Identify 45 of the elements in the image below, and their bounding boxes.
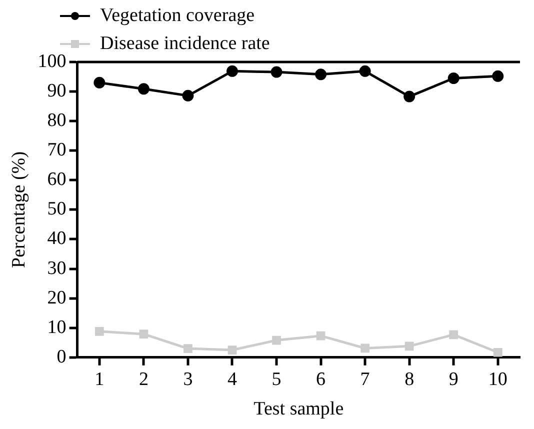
point [404, 90, 416, 102]
x-tick-label: 6 [316, 368, 326, 390]
legend-label: Disease incidence rate [100, 32, 270, 56]
x-axis-title: Test sample [254, 398, 344, 420]
x-tick-label: 9 [448, 368, 458, 390]
point [359, 65, 371, 77]
y-tick-label: 20 [47, 287, 66, 308]
point [228, 346, 237, 354]
point [95, 326, 104, 336]
y-tick-label: 60 [47, 169, 66, 190]
point [360, 344, 370, 353]
y-tick-label: 100 [38, 50, 66, 72]
x-tick-label: 3 [183, 368, 193, 390]
point [449, 330, 458, 340]
point [94, 76, 106, 88]
y-tick-label: 70 [47, 140, 66, 161]
x-tick-label: 7 [360, 368, 370, 390]
y-tick-label: 10 [47, 316, 66, 338]
y-axis-title: Percentage (%) [8, 151, 30, 268]
x-tick-label: 2 [138, 368, 148, 390]
point [316, 331, 326, 340]
y-tick-label: 90 [47, 80, 66, 102]
point [139, 330, 148, 338]
point [226, 65, 238, 77]
x-tick-label: 5 [272, 368, 282, 390]
point [182, 90, 194, 102]
point [493, 348, 502, 357]
point [270, 66, 282, 78]
point [184, 344, 192, 353]
point [138, 83, 150, 95]
y-tick-label: 80 [47, 110, 66, 132]
point [272, 336, 281, 345]
y-tick-label: 40 [47, 228, 66, 250]
point [448, 72, 460, 84]
y-tick-label: 50 [47, 198, 66, 220]
y-tick-label: 0 [56, 346, 66, 368]
point [492, 70, 504, 82]
x-tick-label: 4 [227, 368, 238, 390]
x-tick-label: 10 [488, 368, 508, 390]
x-tick-label: 8 [404, 368, 414, 390]
y-tick-label: 30 [47, 258, 66, 279]
legend-label: Vegetation coverage [100, 4, 255, 28]
point [404, 342, 414, 351]
x-tick-label: 1 [94, 368, 104, 390]
point [315, 68, 327, 80]
